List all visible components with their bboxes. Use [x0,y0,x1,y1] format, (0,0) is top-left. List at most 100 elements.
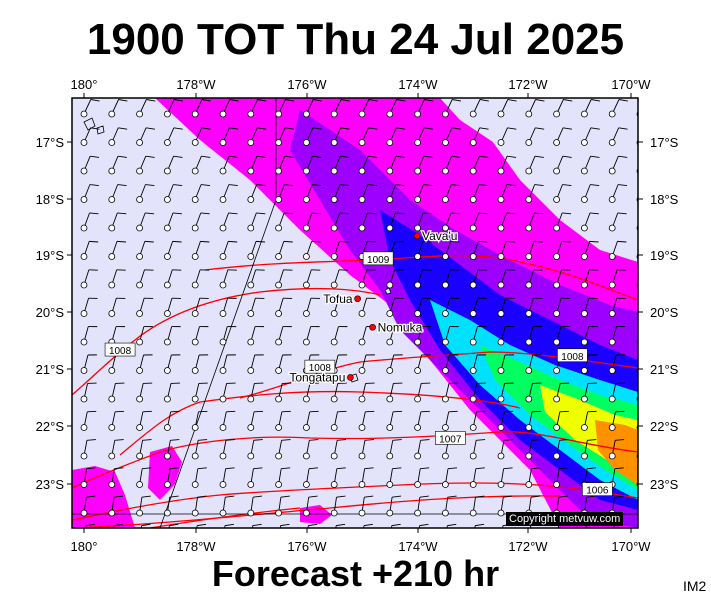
wind-station [219,354,236,374]
lon-tick-label: 170°W [611,539,651,554]
wind-station [108,240,127,260]
wind-station [636,168,638,174]
wind-station [108,467,124,488]
wind-gap-e [560,98,638,180]
lat-tick-label: 19°S [650,248,679,263]
wind-station [80,240,99,260]
wind-station [497,127,517,146]
wind-station [330,155,350,175]
wind-station [553,127,573,146]
wind-station [497,382,514,403]
wind-station [80,99,100,118]
wind-station [168,523,179,528]
top-lon-labels: 180° 178°W 176°W 174°W 172°W 170°W [71,77,652,92]
wind-station [581,410,597,431]
lat-tick-label: 22°S [650,419,679,434]
wind-station [386,269,404,289]
wind-station [219,240,238,260]
wind-station [136,439,152,460]
wind-station [414,240,432,260]
bottom-lon-labels: 180° 178°W 176°W 174°W 172°W 170°W [71,539,652,554]
wind-station [608,439,625,460]
wind-station [386,467,402,488]
wind-station [358,439,374,460]
wind-station [247,467,263,488]
wind-station [525,127,545,146]
wind-station [330,467,346,488]
wind-station [275,410,291,431]
wind-station [163,382,181,403]
wind-station [191,354,209,374]
wind-station [525,184,544,203]
wind-station [163,467,180,488]
wind-station [414,439,430,460]
lat-tick-label: 21°S [36,362,65,377]
wind-station [163,155,183,175]
wind-station [497,410,514,431]
map-title: 1900 TOT Thu 24 Jul 2025 [86,15,625,64]
wind-station [497,155,517,175]
wind-station [247,439,263,460]
wind-station [247,99,267,118]
wind-station [581,240,599,260]
wind-station [414,495,429,517]
lat-tick-label: 18°S [36,192,65,207]
wind-station [553,240,571,260]
wind-station [358,212,377,232]
wind-station [581,155,600,175]
wind-station [191,410,208,431]
wind-station [636,225,638,231]
wind-station [608,326,626,346]
wind-station [608,382,625,403]
wind-station [608,297,626,317]
wind-station [474,523,485,528]
wind-station [302,269,321,289]
wind-station [608,212,627,232]
wind-station [302,212,321,232]
wind-station [275,354,292,374]
wind-station [302,495,318,517]
wind-station [80,326,98,346]
wind-station [163,212,182,232]
wind-station [219,297,237,317]
wind-station [140,523,151,528]
lon-tick-label: 174°W [398,77,438,92]
wind-station [608,127,628,146]
wind-station [275,439,291,460]
wind-station [80,495,96,517]
place-name: Tofua [323,292,353,306]
wind-station [136,184,155,203]
wind-station [414,297,432,317]
wind-station [136,495,151,517]
wind-station [302,439,319,460]
wind-station [525,354,542,374]
wind-station [525,439,541,460]
wind-station [80,382,97,403]
wind-station [553,269,571,289]
wind-station [108,184,127,203]
wind-station [608,269,627,289]
wind-station [553,439,569,460]
wind-station [302,382,320,403]
svg-text:1006: 1006 [586,486,609,497]
wind-station [330,127,350,146]
wind-station [358,467,374,488]
wind-station [386,297,404,317]
wind-station [469,326,487,346]
wind-station [247,382,264,403]
wind-station [581,326,598,346]
wind-station [358,155,378,175]
wind-station [330,495,346,517]
wind-station [608,99,628,118]
svg-text:1008: 1008 [309,363,332,374]
wind-station [302,240,321,260]
wind-station [247,240,266,260]
wind-station [581,212,599,232]
wind-station [386,99,406,118]
wind-station [275,155,294,175]
wind-station [136,410,152,431]
wind-station [219,212,238,232]
wind-station [525,99,545,118]
wind-station [302,184,322,203]
lon-tick-label: 170°W [611,77,651,92]
